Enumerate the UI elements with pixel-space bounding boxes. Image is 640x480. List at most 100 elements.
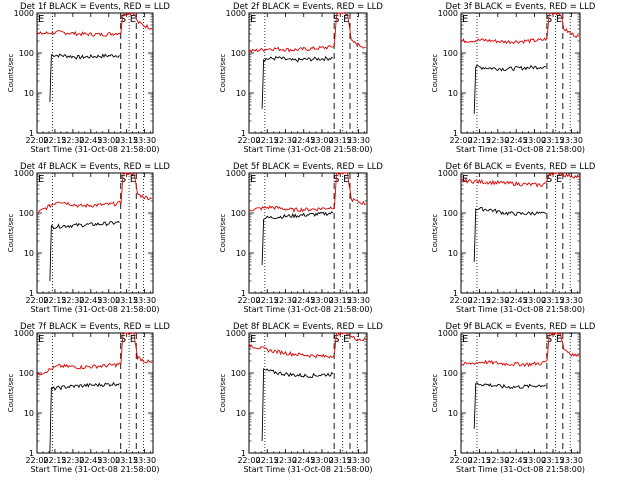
y-tick-label: 1	[29, 449, 34, 458]
x-tick-label: 22:45	[79, 136, 102, 145]
x-tick-label: 22:00	[449, 136, 472, 145]
x-tick-label: 22:15	[43, 136, 66, 145]
x-tick-label: 23:30	[347, 296, 370, 305]
x-axis-label: Start Time (31-Oct-08 21:58:00)	[243, 465, 372, 474]
x-tick-label: 22:00	[237, 136, 260, 145]
start-marker-label: S	[333, 334, 339, 345]
plot-frame	[36, 172, 154, 294]
y-tick-label: 100	[19, 209, 34, 218]
lld-series-line	[460, 172, 580, 188]
y-tick-label: 100	[443, 49, 458, 58]
x-axis-label: Start Time (31-Oct-08 21:58:00)	[30, 465, 159, 474]
end-marker-label: E	[556, 334, 562, 345]
x-tick-label: 22:30	[274, 456, 297, 465]
x-tick-label: 22:00	[237, 296, 260, 305]
y-tick-label: 100	[19, 49, 34, 58]
x-tick-label: 22:15	[256, 296, 279, 305]
x-tick-label: 23:15	[329, 136, 352, 145]
x-tick-label: 22:15	[468, 136, 491, 145]
end-marker-label: E	[343, 174, 349, 185]
plot-frame	[460, 172, 581, 294]
events-series-line	[261, 55, 334, 109]
y-tick-label: 100	[231, 49, 246, 58]
plot-frame	[36, 332, 154, 454]
x-axis-label: Start Time (31-Oct-08 21:58:00)	[243, 145, 372, 154]
x-axis-label: Start Time (31-Oct-08 21:58:00)	[456, 465, 585, 474]
panel-det-9: Det 9f BLACK = Events, RED = LLD22:0022:…	[431, 322, 596, 474]
x-tick-label: 22:30	[274, 296, 297, 305]
x-tick-label: 22:15	[43, 296, 66, 305]
x-tick-label: 22:15	[256, 456, 279, 465]
x-tick-label: 23:30	[560, 136, 583, 145]
y-axis-label: Counts/sec	[7, 214, 15, 253]
x-tick-label: 22:45	[505, 136, 528, 145]
x-tick-label: 23:30	[347, 136, 370, 145]
panel-det-4: Det 4f BLACK = Events, RED = LLD22:0022:…	[7, 162, 170, 314]
y-tick-label: 1	[29, 289, 34, 298]
x-tick-label: 22:30	[61, 456, 84, 465]
end-marker-label: E	[130, 14, 136, 25]
left-end-marker-label: E	[462, 14, 468, 25]
x-tick-label: 22:30	[486, 456, 509, 465]
lld-series-line	[460, 332, 580, 368]
x-tick-label: 22:30	[486, 296, 509, 305]
panel-det-2: Det 2f BLACK = Events, RED = LLD22:0022:…	[219, 2, 383, 154]
x-tick-label: 22:00	[449, 296, 472, 305]
x-tick-label: 23:00	[97, 456, 120, 465]
y-tick-label: 1000	[226, 9, 246, 18]
y-tick-label: 10	[24, 89, 34, 98]
y-tick-label: 1	[29, 129, 34, 138]
x-tick-label: 23:00	[97, 136, 120, 145]
x-tick-label: 23:15	[115, 456, 138, 465]
y-axis-label: Counts/sec	[219, 374, 227, 413]
events-series-line	[49, 220, 120, 282]
end-marker-label: E	[556, 174, 562, 185]
x-tick-label: 23:00	[523, 136, 546, 145]
chart-title: Det 8f BLACK = Events, RED = LLD	[233, 322, 383, 332]
chart-title: Det 5f BLACK = Events, RED = LLD	[233, 162, 383, 172]
x-tick-label: 22:00	[449, 456, 472, 465]
left-end-marker-label: E	[462, 334, 468, 345]
plot-frame	[460, 12, 581, 134]
end-marker-label: E	[130, 174, 136, 185]
x-tick-label: 23:00	[310, 136, 333, 145]
lld-series-line	[36, 12, 153, 37]
x-tick-label: 22:30	[486, 136, 509, 145]
panel-det-5: Det 5f BLACK = Events, RED = LLD22:0022:…	[219, 162, 383, 314]
y-tick-label: 1	[453, 449, 458, 458]
x-axis-label: Start Time (31-Oct-08 21:58:00)	[30, 305, 159, 314]
plot-frame	[36, 12, 154, 134]
start-marker-label: S	[546, 174, 552, 185]
x-tick-label: 23:30	[560, 296, 583, 305]
y-tick-label: 1000	[14, 169, 34, 178]
x-tick-label: 22:00	[25, 296, 48, 305]
y-tick-label: 100	[231, 209, 246, 218]
y-axis-label: Counts/sec	[219, 214, 227, 253]
y-tick-label: 10	[236, 89, 246, 98]
x-tick-label: 23:15	[541, 456, 564, 465]
events-series-line	[49, 53, 120, 102]
x-tick-label: 23:15	[329, 296, 352, 305]
x-tick-label: 23:00	[310, 456, 333, 465]
y-tick-label: 100	[231, 369, 246, 378]
end-marker-label: E	[556, 14, 562, 25]
y-tick-label: 100	[19, 369, 34, 378]
y-tick-label: 100	[443, 369, 458, 378]
y-tick-label: 1000	[438, 169, 458, 178]
lld-series-line	[248, 12, 366, 53]
x-tick-label: 23:30	[133, 296, 156, 305]
panel-det-6: Det 6f BLACK = Events, RED = LLD 22:00 22:…	[431, 162, 596, 314]
y-axis-label: Counts/sec	[431, 54, 439, 93]
x-tick-label: 23:15	[115, 296, 138, 305]
y-axis-label: Counts/sec	[431, 214, 439, 253]
x-tick-label: 23:15	[329, 456, 352, 465]
end-marker-label: E	[130, 334, 136, 345]
events-series-line	[473, 382, 546, 429]
chart-title: Det 6f BLACK = Events, RED = LLD	[446, 162, 596, 172]
x-tick-label: 22:15	[256, 136, 279, 145]
x-tick-label: 22:45	[292, 136, 315, 145]
x-tick-label: 22:45	[292, 456, 315, 465]
x-tick-label: 22:00	[237, 456, 260, 465]
end-marker-label: E	[343, 14, 349, 25]
left-end-marker-label: E	[38, 14, 44, 25]
